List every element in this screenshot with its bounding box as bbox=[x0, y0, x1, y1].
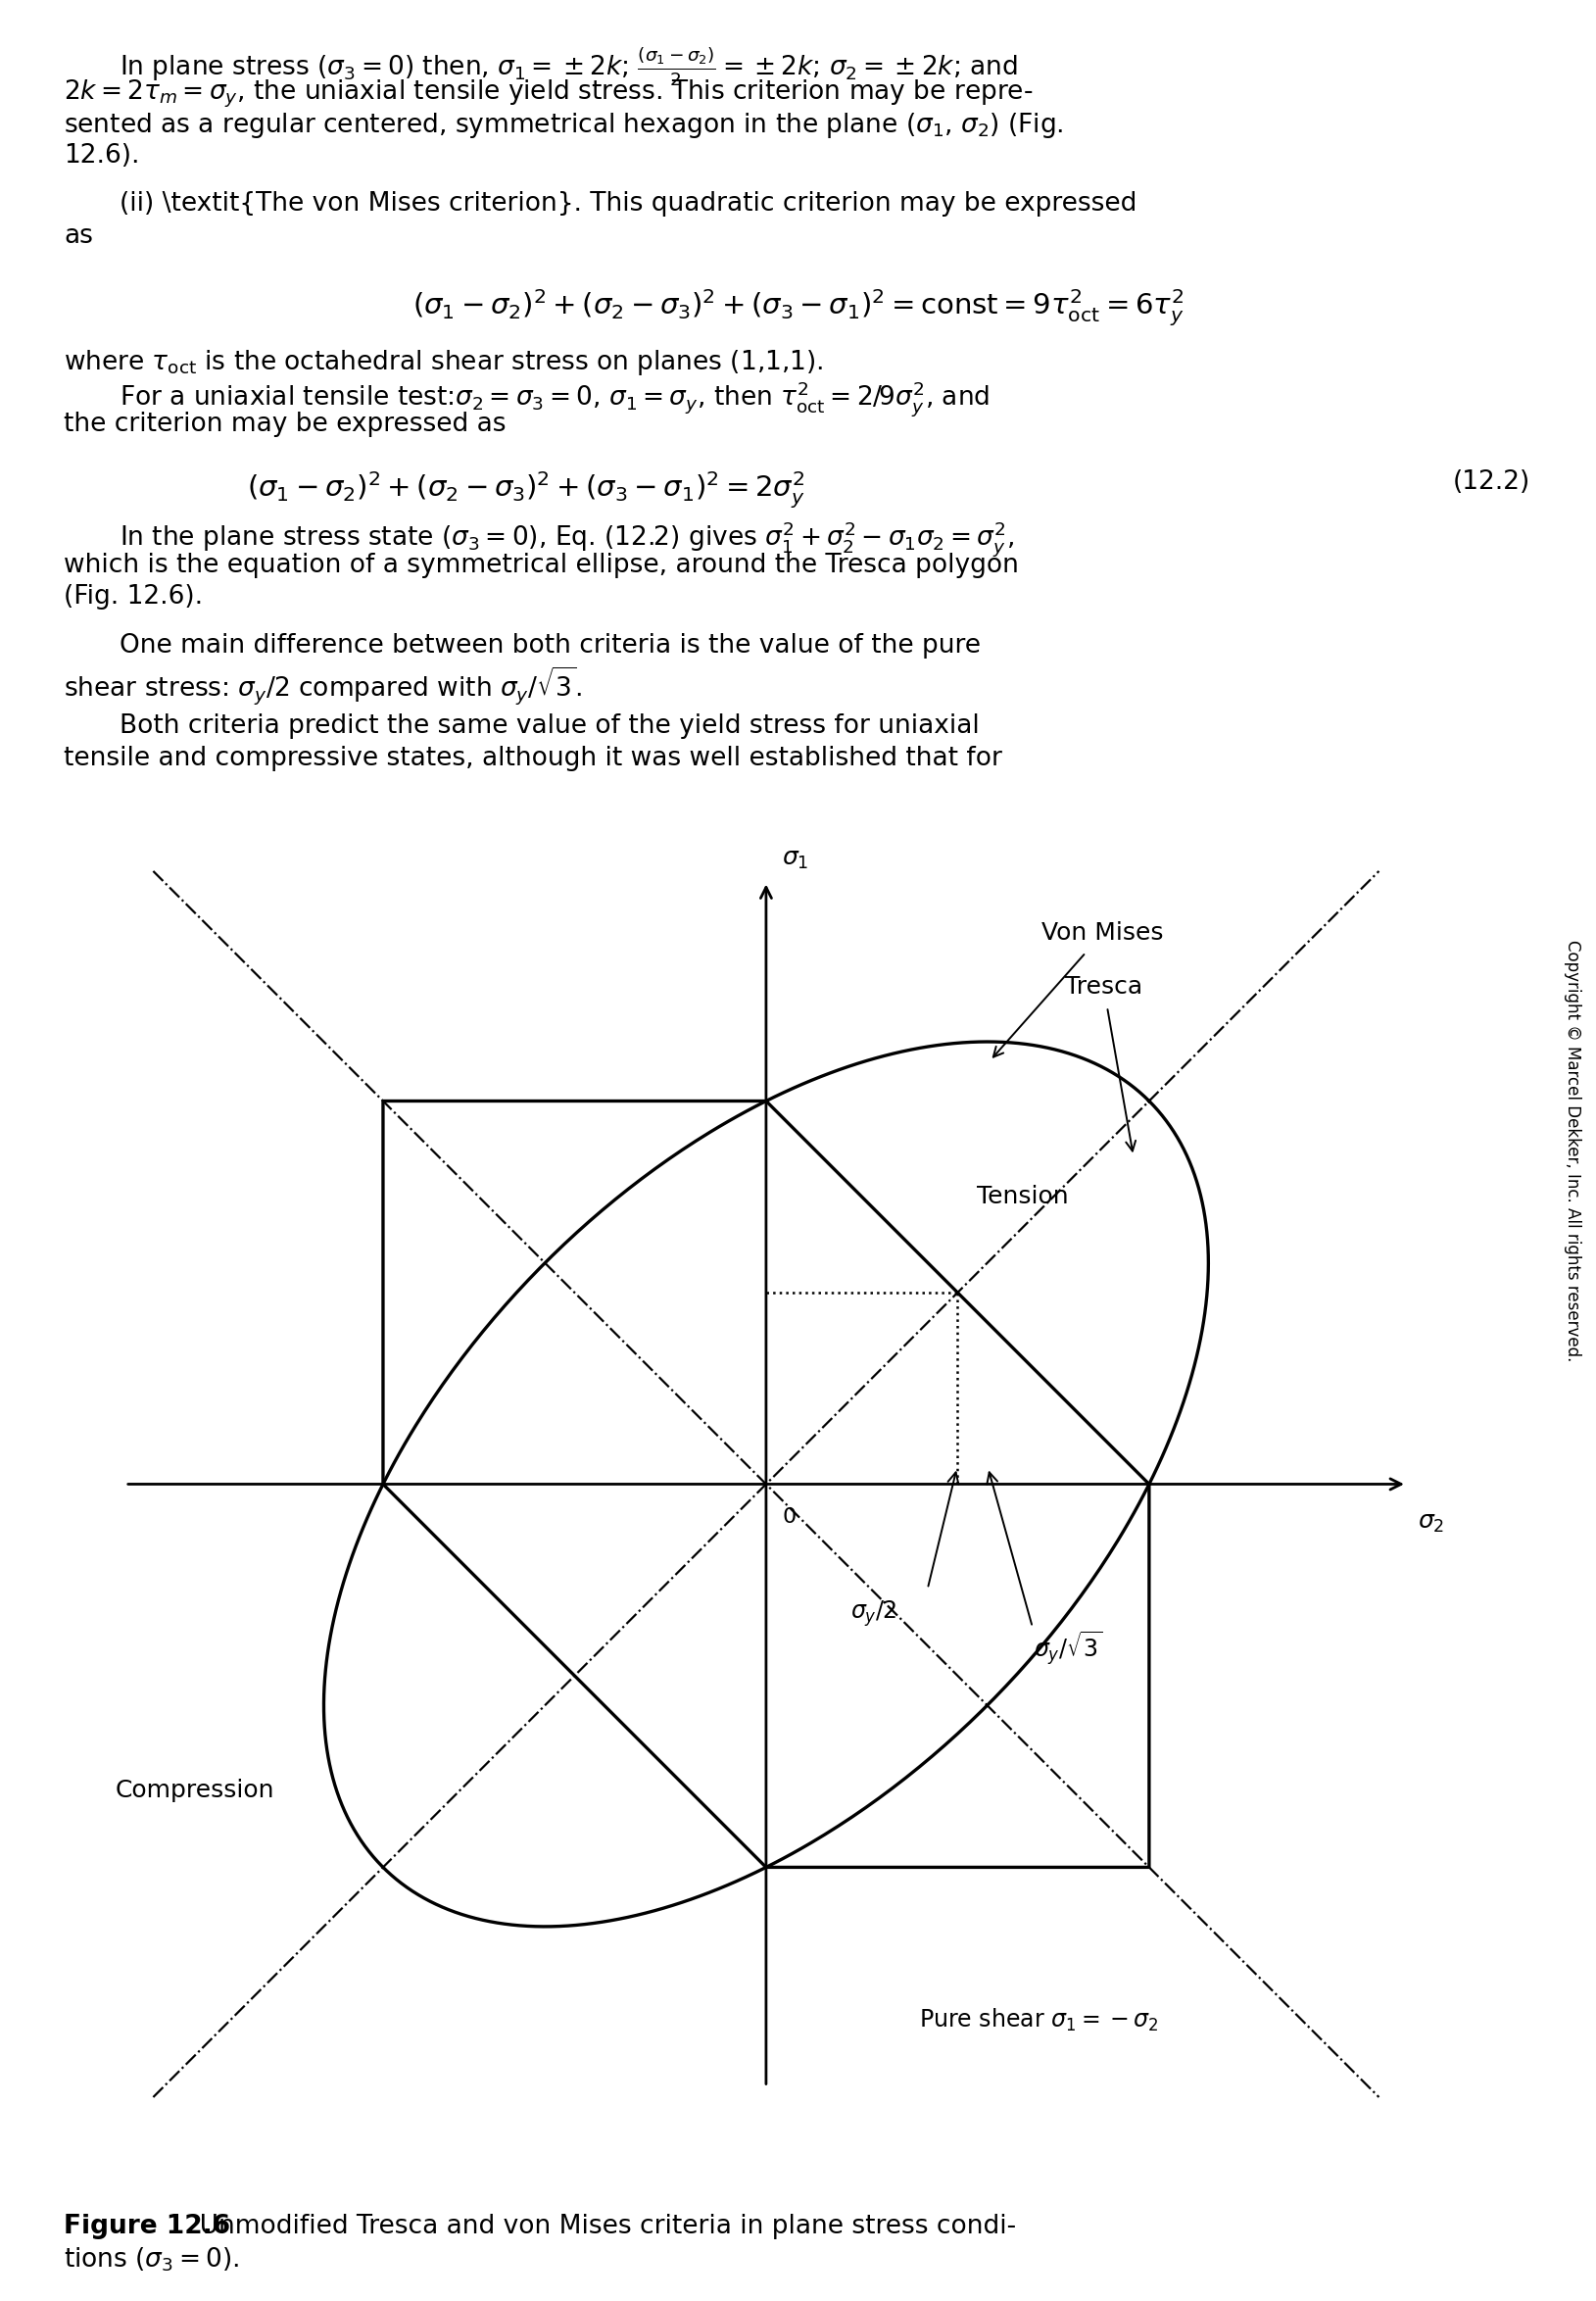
Text: where $\tau_{\mathrm{oct}}$ is the octahedral shear stress on planes (1,1,1).: where $\tau_{\mathrm{oct}}$ is the octah… bbox=[64, 347, 824, 377]
Text: $\sigma_2$: $\sigma_2$ bbox=[1417, 1512, 1444, 1535]
Text: the criterion may be expressed as: the criterion may be expressed as bbox=[64, 412, 506, 437]
Text: Compression: Compression bbox=[115, 1779, 275, 1802]
Text: Pure shear $\sigma_1 = - \sigma_2$: Pure shear $\sigma_1 = - \sigma_2$ bbox=[919, 2006, 1159, 2034]
Text: $(\sigma_1 - \sigma_2)^2+(\sigma_2 - \sigma_3)^2+(\sigma_3 - \sigma_1)^2= 2\sigm: $(\sigma_1 - \sigma_2)^2+(\sigma_2 - \si… bbox=[247, 469, 806, 511]
Text: $( \sigma_1 - \sigma_2)^2+(\sigma_2 - \sigma_3)^2+(\sigma_3 - \sigma_1)^2= \math: $( \sigma_1 - \sigma_2)^2+(\sigma_2 - \s… bbox=[412, 288, 1184, 329]
Text: (Fig. 12.6).: (Fig. 12.6). bbox=[64, 584, 203, 610]
Text: as: as bbox=[64, 223, 93, 249]
Text: $\sigma_y/2$: $\sigma_y/2$ bbox=[851, 1599, 897, 1629]
Text: In plane stress ($\sigma_3 = 0$) then, $\sigma_1 = \pm2k$; $\frac{(\sigma_1-\sig: In plane stress ($\sigma_3 = 0$) then, $… bbox=[120, 46, 1018, 87]
Text: (ii) \textit{The von Mises criterion}. This quadratic criterion may be expressed: (ii) \textit{The von Mises criterion}. T… bbox=[120, 191, 1136, 216]
Text: $\sigma_1$: $\sigma_1$ bbox=[782, 847, 808, 872]
Text: Tension: Tension bbox=[977, 1185, 1068, 1208]
Text: tensile and compressive states, although it was well established that for: tensile and compressive states, although… bbox=[64, 746, 1002, 771]
Text: tions ($\sigma_3 = 0$).: tions ($\sigma_3 = 0$). bbox=[64, 2246, 239, 2273]
Text: $0$: $0$ bbox=[782, 1507, 796, 1528]
Text: Unmodified Tresca and von Mises criteria in plane stress condi-: Unmodified Tresca and von Mises criteria… bbox=[184, 2214, 1017, 2239]
Text: Both criteria predict the same value of the yield stress for uniaxial: Both criteria predict the same value of … bbox=[120, 713, 980, 739]
Text: shear stress: $\sigma_y/2$ compared with $\sigma_y/\sqrt{3}$.: shear stress: $\sigma_y/2$ compared with… bbox=[64, 665, 583, 706]
Text: $2k = 2\tau_m = \sigma_y$, the uniaxial tensile yield stress. This criterion may: $2k = 2\tau_m = \sigma_y$, the uniaxial … bbox=[64, 78, 1033, 110]
Text: sented as a regular centered, symmetrical hexagon in the plane ($\sigma_1$, $\si: sented as a regular centered, symmetrica… bbox=[64, 110, 1063, 140]
Text: Copyright © Marcel Dekker, Inc. All rights reserved.: Copyright © Marcel Dekker, Inc. All righ… bbox=[1562, 939, 1582, 1362]
Text: For a uniaxial tensile test:$\sigma_2 = \sigma_3 = 0$, $\sigma_1 = \sigma_y$, th: For a uniaxial tensile test:$\sigma_2 = … bbox=[120, 380, 990, 419]
Text: In the plane stress state ($\sigma_3 = 0$), Eq. (12.2) gives $\sigma^2_1 + \sigm: In the plane stress state ($\sigma_3 = 0… bbox=[120, 520, 1015, 559]
Text: Tresca: Tresca bbox=[1065, 976, 1143, 1150]
Text: which is the equation of a symmetrical ellipse, around the Tresca polygon: which is the equation of a symmetrical e… bbox=[64, 552, 1018, 578]
Text: $\sigma_y /\sqrt{3}$: $\sigma_y /\sqrt{3}$ bbox=[1033, 1629, 1101, 1668]
Text: Von Mises: Von Mises bbox=[993, 920, 1163, 1056]
Text: 12.6).: 12.6). bbox=[64, 143, 140, 168]
Text: One main difference between both criteria is the value of the pure: One main difference between both criteri… bbox=[120, 633, 982, 658]
Text: (12.2): (12.2) bbox=[1452, 469, 1531, 495]
Text: Figure 12.6: Figure 12.6 bbox=[64, 2214, 230, 2239]
